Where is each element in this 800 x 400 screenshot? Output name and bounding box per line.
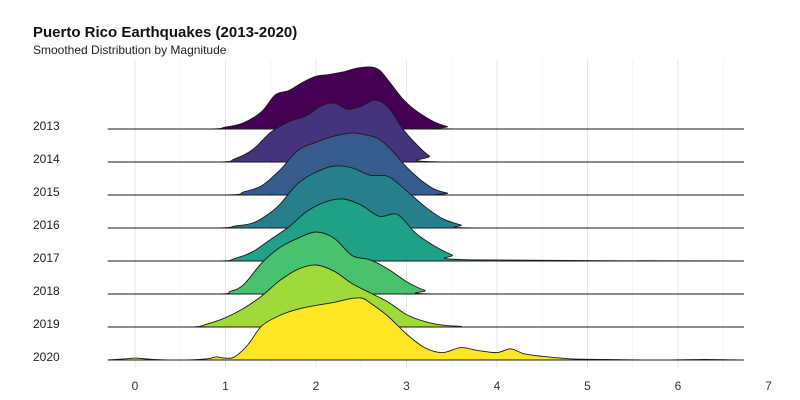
ridge-area-2016 [107, 165, 742, 228]
ridge-series-2017: 2017 [33, 198, 744, 265]
ridge-series-2020: 2020 [33, 297, 744, 364]
chart-subtitle: Smoothed Distribution by Magnitude [33, 43, 227, 57]
ridge-area-2017 [107, 198, 742, 261]
x-tick-label: 7 [765, 379, 772, 393]
ridges: 2013 2014 2015 2016 2017 2018 2019 2020 [33, 66, 744, 364]
ridge-series-2016: 2016 [33, 165, 744, 232]
year-label: 2018 [33, 284, 60, 298]
ridge-outline-2015 [107, 132, 742, 196]
year-label: 2016 [33, 218, 60, 232]
year-label: 2019 [33, 317, 60, 331]
ridge-outline-2019 [107, 264, 742, 328]
ridge-area-2014 [107, 99, 742, 162]
ridge-series-2019: 2019 [33, 264, 744, 331]
x-tick-label: 1 [222, 379, 229, 393]
x-tick-label: 5 [584, 379, 591, 393]
year-label: 2017 [33, 251, 60, 265]
ridge-outline-2013 [107, 66, 742, 130]
x-tick-label: 3 [403, 379, 410, 393]
year-label: 2014 [33, 152, 60, 166]
ridge-outline-2020 [107, 297, 742, 361]
x-tick-label: 4 [494, 379, 501, 393]
ridge-area-2018 [107, 232, 742, 294]
x-tick-label: 2 [313, 379, 320, 393]
ridge-series-2015: 2015 [33, 132, 744, 199]
x-tick-label: 6 [675, 379, 682, 393]
chart-title: Puerto Rico Earthquakes (2013-2020) [33, 24, 298, 41]
ridge-area-2019 [107, 264, 742, 327]
ridge-outline-2017 [107, 198, 742, 262]
ridge-outline-2016 [107, 165, 742, 229]
ridge-series-2018: 2018 [33, 231, 744, 298]
year-label: 2013 [33, 119, 60, 133]
x-tick-label: 0 [132, 379, 139, 393]
ridge-series-2013: 2013 [33, 66, 744, 133]
ridge-outline-2018 [107, 231, 742, 295]
ridge-series-2014: 2014 [33, 99, 744, 166]
year-label: 2020 [33, 350, 60, 364]
ridge-area-2013 [107, 66, 742, 129]
ridge-area-2015 [107, 132, 742, 195]
x-axis: 0 1 2 3 4 5 6 7 [132, 379, 773, 393]
year-label: 2015 [33, 185, 60, 199]
ridge-outline-2014 [107, 99, 742, 163]
ridge-area-2020 [107, 297, 742, 360]
